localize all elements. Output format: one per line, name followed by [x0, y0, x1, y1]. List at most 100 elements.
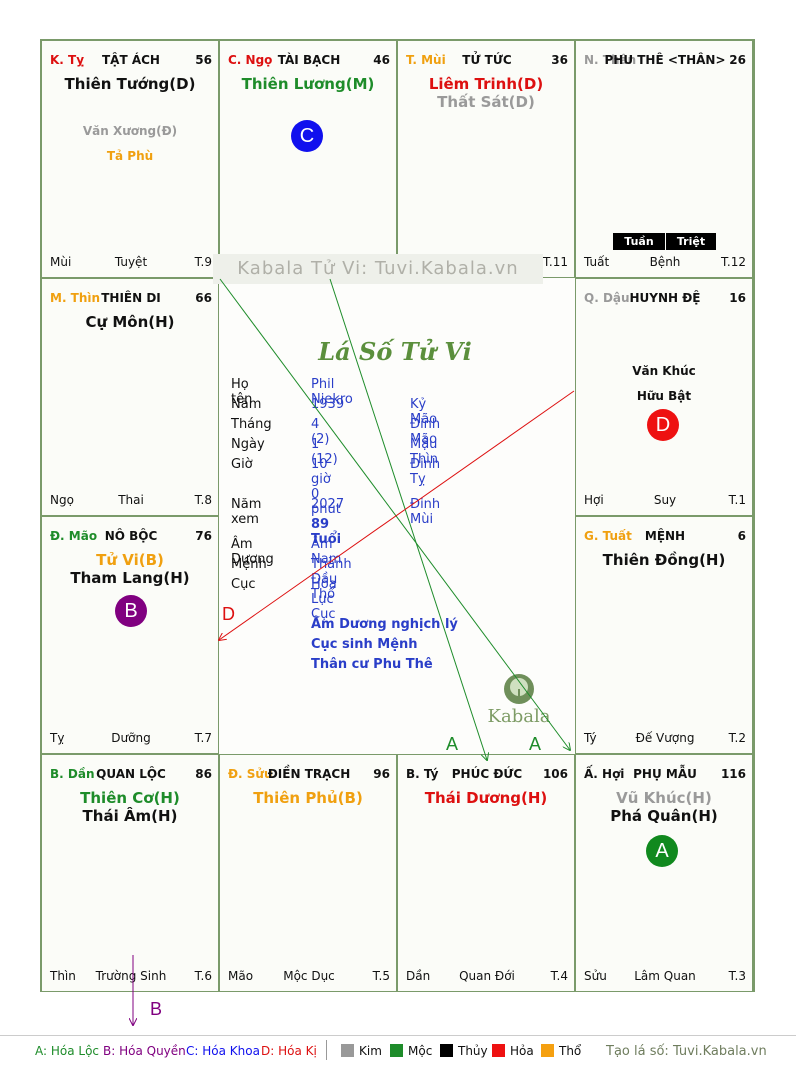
main-star: Thái Âm(H) [42, 807, 218, 825]
truong-sinh: Mộc Dục [228, 969, 390, 983]
legend-kim: Kim [341, 1044, 382, 1058]
arrow-label-b: B [150, 999, 162, 1019]
palace-name: THIÊN DI [50, 291, 212, 305]
palace-age: 46 [373, 53, 390, 67]
month-label: T.12 [721, 255, 746, 269]
month-label: T.4 [551, 969, 568, 983]
month-label: T.8 [195, 493, 212, 507]
palace-name: MỆNH [584, 529, 746, 543]
minor-star: Hữu Bật [576, 384, 752, 409]
info-label: Năm [231, 397, 261, 412]
info-value: Hỏa Lục Cục [311, 577, 337, 622]
truong-sinh: Suy [584, 493, 746, 507]
hoa-khoa-circle: C [291, 120, 323, 152]
minor-star: Tả Phù [42, 144, 218, 169]
legend-thuy: Thủy [440, 1044, 488, 1058]
legend-moc: Mộc [390, 1044, 432, 1058]
kabala-logo: Kabala [484, 672, 554, 727]
palace-name: TÀI BẠCH [228, 53, 390, 67]
palace-cell-ty: K. Tỵ TẬT ÁCH 56 Thiên Tướng(D) Văn Xương(Đ)… [41, 40, 219, 278]
info-label: Ngày [231, 437, 265, 452]
note-line: Âm Dương nghịch lý [311, 617, 458, 632]
month-label: T.7 [195, 731, 212, 745]
palace-age: 76 [195, 529, 212, 543]
palace-name: PHU THÊ <THÂN> [584, 53, 746, 67]
palace-cell-thin: M. Thìn THIÊN DI 66 Cự Môn(H) Ngọ Thai T.8 [41, 278, 219, 516]
palace-cell-mao: Đ. Mão NÔ BỘC 76 Tử Vi(B) Tham Lang(H) Tỵ Dưỡn… [41, 516, 219, 754]
palace-age: 116 [721, 767, 746, 781]
legend-hoa-quyen: B: Hóa Quyền [103, 1044, 186, 1058]
legend-hoa-khoa: C: Hóa Khoa [186, 1044, 260, 1058]
palace-name: HUYNH ĐỆ [584, 291, 746, 305]
month-label: T.5 [373, 969, 390, 983]
main-star: Cự Môn(H) [42, 313, 218, 331]
palace-name: TỬ TỨC [406, 53, 568, 67]
chart-title: Lá Số Tử Vi [300, 337, 490, 366]
palace-age: 96 [373, 767, 390, 781]
palace-age: 6 [738, 529, 746, 543]
palace-cell-dan: B. Dần QUAN LỘC 86 Thiên Cơ(H) Thái Âm(H) Thì… [41, 754, 219, 992]
palace-name: NÔ BỘC [50, 529, 212, 543]
main-star: Thái Dương(H) [398, 789, 574, 807]
palace-age: 66 [195, 291, 212, 305]
watermark-banner: Kabala Tử Vi: Tuvi.Kabala.vn [213, 254, 543, 284]
main-star: Phá Quân(H) [576, 807, 752, 825]
palace-name: TẬT ÁCH [50, 53, 212, 67]
main-star: Thiên Cơ(H) [42, 789, 218, 807]
info-canchi: Đinh Tỵ [410, 457, 440, 487]
month-label: T.2 [729, 731, 746, 745]
truong-sinh: Dưỡng [50, 731, 212, 745]
thuy-swatch [440, 1044, 453, 1057]
palace-age: 16 [729, 291, 746, 305]
truong-sinh: Tuyệt [50, 255, 212, 269]
main-star: Thiên Lương(M) [220, 75, 396, 93]
info-label: Mệnh [231, 557, 267, 572]
legend-hoa-loc: A: Hóa Lộc [35, 1044, 99, 1058]
note-line: Cục sinh Mệnh [311, 637, 418, 652]
info-label: Cục [231, 577, 255, 592]
hoa-swatch [492, 1044, 505, 1057]
tree-icon [502, 672, 536, 706]
truong-sinh: Quan Đới [406, 969, 568, 983]
palace-age: 56 [195, 53, 212, 67]
main-star: Thất Sát(D) [398, 93, 574, 111]
month-label: T.3 [729, 969, 746, 983]
legend-source: Tạo lá số: Tuvi.Kabala.vn [606, 1044, 767, 1059]
palace-age: 36 [551, 53, 568, 67]
kabala-logo-text: Kabala [484, 706, 554, 727]
note-line: Thân cư Phu Thê [311, 657, 433, 672]
month-label: T.1 [729, 493, 746, 507]
palace-cell-dau: Q. Dậu HUYNH ĐỆ 16 Văn Khúc Hữu Bật Hợi Suy T.1 [575, 278, 753, 516]
truong-sinh: Thai [50, 493, 212, 507]
legend-tho: Thổ [541, 1044, 581, 1058]
main-star: Thiên Tướng(D) [42, 75, 218, 93]
palace-cell-tuat: G. Tuất MỆNH 6 Thiên Đồng(H) Tý Đế Vượng T.2 [575, 516, 753, 754]
truong-sinh: Đế Vượng [584, 731, 746, 745]
hoa-quyen-circle: B [115, 595, 147, 627]
legend-hoa-ki: D: Hóa Kị [261, 1044, 317, 1058]
main-star: Tham Lang(H) [42, 569, 218, 587]
legend-bar: A: Hóa Lộc B: Hóa Quyền C: Hóa Khoa D: H… [0, 1035, 796, 1065]
main-star: Vũ Khúc(H) [576, 789, 752, 807]
kim-swatch [341, 1044, 354, 1057]
palace-name: QUAN LỘC [50, 767, 212, 781]
info-label: Tháng [231, 417, 272, 432]
month-label: T.11 [543, 255, 568, 269]
minor-star: Văn Xương(Đ) [42, 119, 218, 144]
palace-cell-suu: Đ. Sửu ĐIỀN TRẠCH 96 Thiên Phủ(B) Mão Mộc Dục… [219, 754, 397, 992]
info-canchi: Đinh Mùi [410, 497, 440, 527]
info-label: Giờ [231, 457, 253, 472]
truong-sinh: Lâm Quan [584, 969, 746, 983]
main-star: Liêm Trinh(D) [398, 75, 574, 93]
truong-sinh: Trường Sinh [50, 969, 212, 983]
hoa-loc-circle: A [646, 835, 678, 867]
info-value: 1939 [311, 397, 344, 412]
minor-star: Văn Khúc [576, 359, 752, 384]
info-label: Năm xem [231, 497, 261, 527]
main-star: Tử Vi(B) [42, 551, 218, 569]
triet-badge: Triệt [666, 233, 716, 250]
tho-swatch [541, 1044, 554, 1057]
main-star: Thiên Đồng(H) [576, 551, 752, 569]
palace-cell-hoi: Ấ. Hợi PHỤ MẪU 116 Vũ Khúc(H) Phá Quân(H) Sửu… [575, 754, 753, 992]
